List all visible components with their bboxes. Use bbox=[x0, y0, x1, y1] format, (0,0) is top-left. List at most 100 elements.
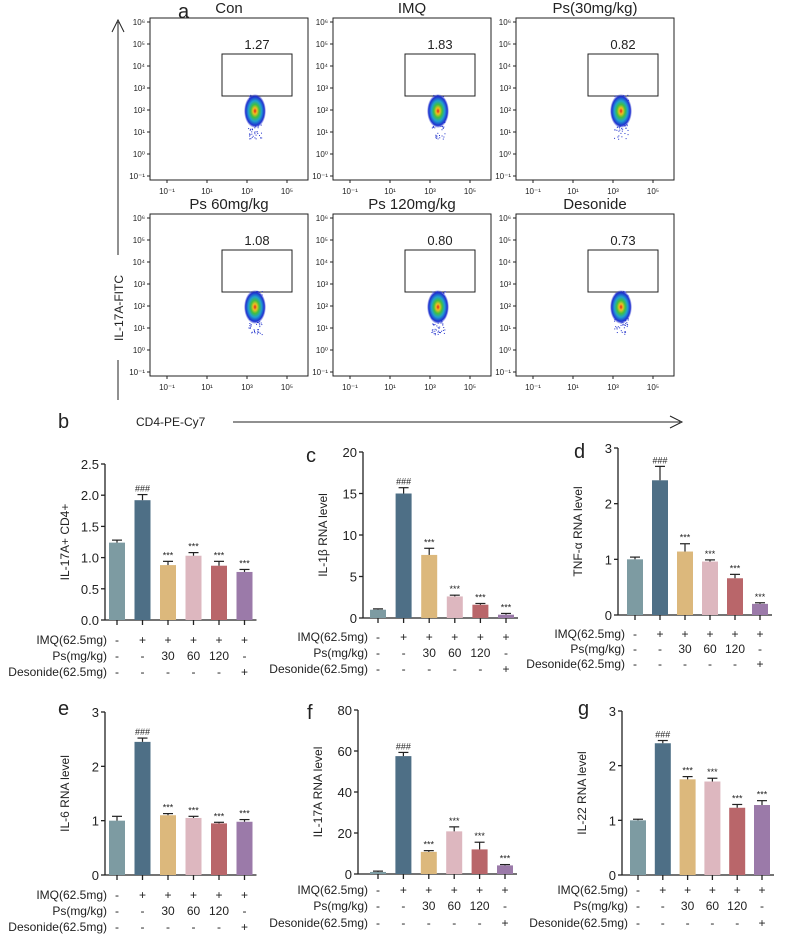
event-dot bbox=[434, 333, 436, 335]
treatment-value: + bbox=[476, 883, 483, 897]
y-tick-label: 2.5 bbox=[81, 457, 99, 472]
x-tick-label: 10⁵ bbox=[281, 187, 293, 196]
x-tick-label: 10⁵ bbox=[464, 187, 476, 196]
panel-letter-a: a bbox=[178, 1, 190, 23]
plot-frame bbox=[515, 17, 675, 181]
treatment-value: - bbox=[452, 916, 456, 930]
treatment-value: + bbox=[709, 883, 716, 897]
event-dot bbox=[621, 331, 623, 333]
treatment-value: + bbox=[425, 883, 432, 897]
bar bbox=[421, 554, 438, 618]
flow-plot: Ps 60mg/kg 10⁶ 10⁵ 10⁴ 10³ 10² 10¹ 10⁰ 10⁻¹ 10⁻¹ 1… bbox=[129, 196, 309, 392]
y-tick-label: 1 bbox=[605, 552, 612, 567]
event-dot bbox=[257, 329, 259, 331]
event-dot bbox=[436, 325, 438, 327]
event-dot bbox=[618, 135, 620, 137]
panel-letter-c: c bbox=[306, 445, 316, 467]
treatment-value: - bbox=[636, 883, 640, 897]
treatment-value: - bbox=[658, 657, 662, 671]
y-tick-label: 3 bbox=[92, 705, 99, 720]
treatment-value: - bbox=[504, 646, 508, 660]
event-dot bbox=[249, 134, 251, 136]
event-dot bbox=[249, 326, 251, 328]
bar bbox=[702, 561, 718, 615]
treatment-value: 60 bbox=[448, 646, 462, 660]
event-dot bbox=[620, 324, 622, 326]
event-dot bbox=[255, 134, 257, 136]
treatment-value: + bbox=[477, 630, 484, 644]
density-cluster bbox=[610, 290, 632, 324]
event-dot bbox=[626, 326, 628, 328]
y-axis-label: IL-22 RNA level bbox=[575, 751, 589, 834]
y-tick-label: 80 bbox=[338, 703, 352, 718]
y-tick-label: 0 bbox=[92, 868, 99, 883]
significance-label: *** bbox=[424, 537, 435, 547]
y-tick-label: 0 bbox=[605, 608, 612, 623]
density-cluster bbox=[244, 94, 266, 128]
y-tick-label: 10³ bbox=[316, 280, 328, 289]
bar bbox=[185, 817, 202, 875]
event-dot bbox=[616, 332, 618, 334]
flow-plot-title: Desonide bbox=[563, 196, 626, 213]
bar bbox=[420, 851, 437, 874]
y-tick-label: 0.0 bbox=[81, 613, 99, 628]
treatment-value: + bbox=[241, 888, 248, 902]
bar bbox=[185, 555, 202, 620]
x-axis-label: CD4-PE-Cy7 bbox=[136, 415, 206, 429]
event-dot bbox=[439, 326, 441, 328]
treatment-row-label: IMQ(62.5mg) bbox=[297, 883, 368, 897]
y-tick-label: 10³ bbox=[499, 84, 511, 93]
significance-label: *** bbox=[449, 816, 460, 826]
event-dot bbox=[618, 130, 620, 132]
event-dot bbox=[258, 323, 260, 325]
y-tick-label: 10⁵ bbox=[499, 40, 511, 49]
y-tick-label: 10² bbox=[133, 302, 145, 311]
treatment-value: 120 bbox=[470, 899, 490, 913]
event-dot bbox=[255, 131, 257, 133]
y-tick-label: 10⁰ bbox=[133, 346, 145, 355]
bar bbox=[752, 603, 768, 615]
x-tick-label: 10³ bbox=[607, 383, 619, 392]
treatment-value: + bbox=[451, 883, 458, 897]
treatment-value: - bbox=[760, 899, 764, 913]
plot-frame bbox=[149, 17, 309, 181]
significance-label: *** bbox=[163, 550, 174, 560]
event-dot bbox=[614, 320, 616, 322]
event-dot bbox=[435, 329, 437, 331]
bar-chart-c: 0 5 10 15 20 IL-1β RNA level ### *** *** *** *** IM… bbox=[269, 445, 518, 676]
event-dot bbox=[439, 331, 441, 333]
bar bbox=[236, 821, 253, 875]
treatment-value: 120 bbox=[725, 642, 745, 656]
event-dot bbox=[435, 136, 437, 138]
bar-chart-e: 0 1 2 3 IL-6 RNA level ### *** *** *** *** IMQ(62.… bbox=[8, 705, 257, 934]
treatment-value: + bbox=[756, 657, 763, 671]
event-dot bbox=[249, 135, 251, 137]
event-dot bbox=[442, 127, 444, 129]
gate-rectangle bbox=[221, 249, 293, 293]
treatment-value: 120 bbox=[209, 649, 229, 663]
treatment-row-label: Ps(mg/kg) bbox=[313, 646, 368, 660]
panel-letter-e: e bbox=[58, 698, 69, 720]
event-dot bbox=[260, 137, 262, 139]
treatment-value: - bbox=[141, 665, 145, 679]
y-tick-label: 60 bbox=[338, 744, 352, 759]
bar bbox=[704, 781, 721, 875]
y-tick-label: 10³ bbox=[316, 84, 328, 93]
treatment-value: - bbox=[141, 904, 145, 918]
y-tick-label: 2 bbox=[92, 759, 99, 774]
treatment-value: + bbox=[502, 662, 509, 676]
event-dot bbox=[254, 133, 256, 135]
treatment-value: + bbox=[451, 630, 458, 644]
event-dot bbox=[614, 95, 616, 97]
event-dot bbox=[627, 324, 629, 326]
treatment-value: 30 bbox=[161, 649, 175, 663]
event-dot bbox=[440, 332, 442, 334]
treatment-value: + bbox=[400, 630, 407, 644]
y-tick-label: 10⁵ bbox=[499, 236, 511, 245]
y-tick-label: 10² bbox=[499, 302, 511, 311]
y-tick-label: 10⁵ bbox=[133, 40, 145, 49]
x-tick-label: 10⁵ bbox=[464, 383, 476, 392]
treatment-value: + bbox=[164, 633, 171, 647]
treatment-row-label: IMQ(62.5mg) bbox=[297, 630, 368, 644]
event-dot bbox=[441, 330, 443, 332]
